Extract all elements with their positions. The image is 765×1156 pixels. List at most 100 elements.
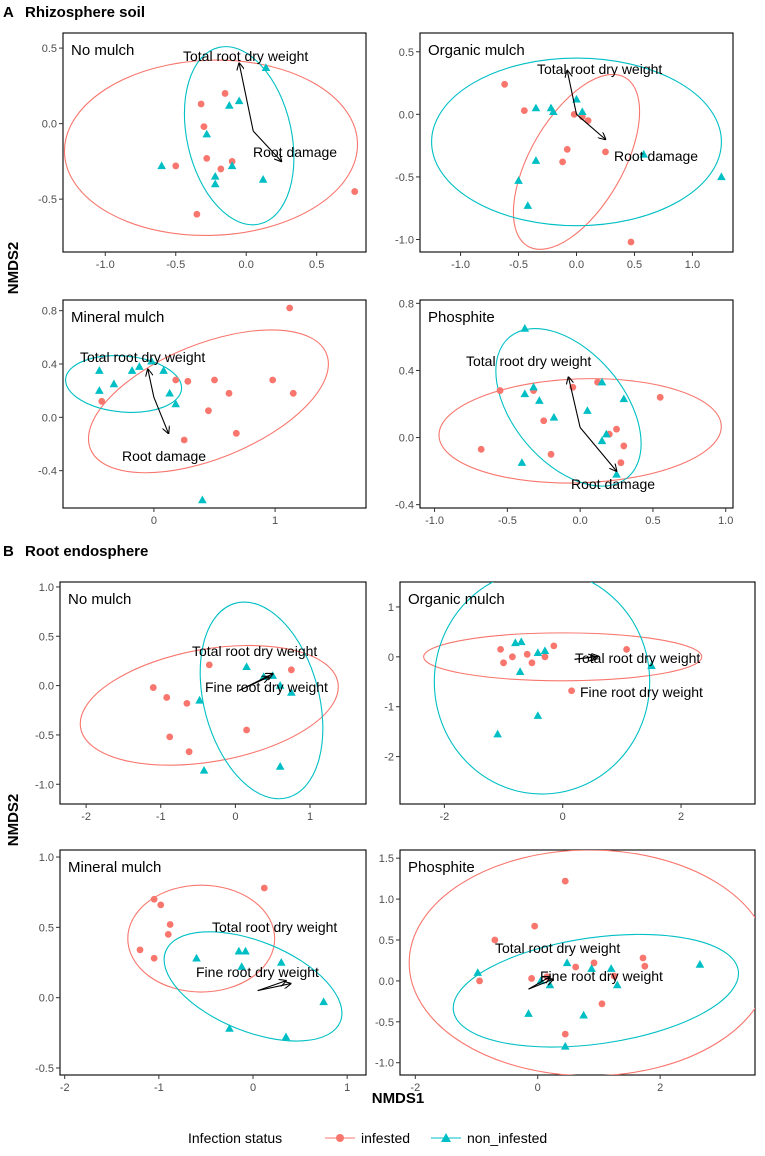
legend-marker-infested bbox=[336, 1134, 344, 1142]
panel-frame bbox=[62, 32, 367, 253]
x-tick-label: 0.5 bbox=[627, 259, 642, 271]
point-non-infested bbox=[577, 107, 587, 116]
point-non-infested bbox=[523, 201, 533, 209]
panel-b-phosphite: -2 0 2 -1.0 -0.5 0.0 0.5 1.0 1.5 Total root dry w… bbox=[375, 849, 756, 1094]
y-tick-label: 1 bbox=[388, 602, 394, 614]
point-infested bbox=[150, 954, 158, 962]
point-non-infested bbox=[535, 396, 544, 404]
y-axis-label-a: NMDS2 bbox=[5, 242, 22, 295]
point-infested bbox=[172, 162, 180, 170]
y-tick-label: 0.5 bbox=[39, 631, 54, 643]
x-tick-label: 0.0 bbox=[239, 259, 254, 271]
y-tick-label: 1.0 bbox=[39, 852, 54, 864]
x-tick-label: -1 bbox=[154, 1082, 164, 1094]
point-non-infested bbox=[241, 946, 250, 955]
y-tick-label: 1.0 bbox=[379, 894, 394, 906]
vector-arrow bbox=[252, 130, 281, 161]
point-non-infested bbox=[202, 129, 212, 138]
ellipse-infested bbox=[512, 73, 641, 250]
point-non-infested bbox=[619, 394, 629, 403]
vector-arrow bbox=[238, 677, 269, 692]
x-tick-label: 1.0 bbox=[718, 515, 733, 527]
point-non-infested bbox=[234, 946, 244, 955]
vector-arrow bbox=[579, 427, 616, 471]
y-tick-label: -1.0 bbox=[395, 234, 414, 246]
point-non-infested bbox=[275, 681, 285, 689]
point-infested bbox=[613, 425, 620, 433]
x-tick-label: -1 bbox=[156, 811, 166, 823]
vector-arrow bbox=[568, 377, 581, 428]
point-infested bbox=[260, 884, 268, 892]
point-non-infested bbox=[171, 399, 181, 408]
point-non-infested bbox=[560, 1041, 570, 1050]
point-non-infested bbox=[717, 172, 726, 181]
x-tick-label: -0.5 bbox=[166, 259, 185, 271]
vector-label: Fine root dry weight bbox=[540, 968, 663, 984]
point-non-infested bbox=[258, 175, 268, 183]
point-non-infested bbox=[514, 176, 523, 184]
point-non-infested bbox=[597, 377, 607, 386]
point-non-infested bbox=[281, 1032, 291, 1041]
y-tick-label: 0.5 bbox=[39, 922, 54, 934]
point-infested bbox=[286, 304, 294, 312]
x-tick-label: 2 bbox=[678, 811, 684, 823]
point-infested bbox=[221, 90, 229, 97]
vector-arrow bbox=[257, 981, 286, 992]
panel-plot-area bbox=[423, 582, 703, 795]
point-non-infested bbox=[520, 389, 530, 398]
y-tick-label: -1.0 bbox=[35, 779, 54, 791]
point-non-infested bbox=[520, 324, 530, 332]
vector-label: Total root dry weight bbox=[80, 349, 205, 365]
vector-arrow bbox=[576, 113, 606, 139]
point-non-infested bbox=[275, 762, 285, 770]
point-non-infested bbox=[227, 161, 237, 170]
x-tick-label: -1.0 bbox=[425, 515, 444, 527]
vector-label: Total root dry weight bbox=[495, 940, 620, 956]
panel-b-mineral-mulch: -2 -1 0 1 -0.5 0.0 0.5 1.0 Total root dry weight… bbox=[35, 849, 367, 1094]
point-non-infested bbox=[127, 366, 137, 374]
point-non-infested bbox=[165, 388, 174, 397]
x-tick-label: 0 bbox=[250, 1082, 256, 1094]
y-tick-label: -0.5 bbox=[375, 1017, 394, 1029]
y-tick-label: 0.0 bbox=[39, 993, 54, 1005]
y-tick-label: -0.4 bbox=[395, 500, 414, 512]
vector-label: Total root dry weight bbox=[537, 61, 662, 77]
panel-title: Mineral mulch bbox=[71, 309, 164, 326]
panel-frame bbox=[62, 299, 367, 509]
point-non-infested bbox=[639, 149, 649, 158]
legend-title: Infection status bbox=[188, 1130, 282, 1146]
point-non-infested bbox=[135, 362, 144, 370]
point-non-infested bbox=[242, 662, 251, 671]
x-tick-label: 0.0 bbox=[572, 515, 587, 527]
point-infested bbox=[610, 972, 618, 980]
y-tick-label: -1 bbox=[384, 702, 394, 714]
point-non-infested bbox=[524, 1009, 533, 1017]
point-infested bbox=[509, 653, 516, 661]
point-infested bbox=[203, 154, 211, 162]
point-non-infested bbox=[531, 103, 541, 112]
panel-frame bbox=[399, 581, 756, 805]
point-infested bbox=[228, 157, 236, 165]
point-infested bbox=[232, 429, 240, 437]
x-tick-label: -0.5 bbox=[509, 259, 528, 271]
x-tick-label: 0 bbox=[560, 811, 566, 823]
point-infested bbox=[351, 188, 359, 195]
point-infested bbox=[185, 748, 193, 756]
point-infested bbox=[269, 376, 277, 384]
point-infested bbox=[150, 895, 158, 903]
point-non-infested bbox=[606, 964, 616, 972]
y-tick-label: 1.5 bbox=[379, 853, 394, 865]
point-non-infested bbox=[647, 661, 656, 670]
panel-plot-area bbox=[431, 57, 726, 250]
point-non-infested bbox=[198, 495, 207, 504]
ellipse-infested bbox=[87, 329, 329, 474]
point-non-infested bbox=[516, 637, 526, 646]
point-non-infested bbox=[224, 100, 234, 109]
vector-label: Total root dry weight bbox=[192, 643, 317, 659]
x-tick-label: 2 bbox=[657, 1082, 663, 1094]
point-infested bbox=[149, 684, 157, 691]
ellipse-non-infested bbox=[65, 355, 183, 413]
x-tick-label: 1.0 bbox=[685, 259, 700, 271]
point-infested bbox=[211, 376, 218, 384]
point-non-infested bbox=[493, 729, 502, 738]
